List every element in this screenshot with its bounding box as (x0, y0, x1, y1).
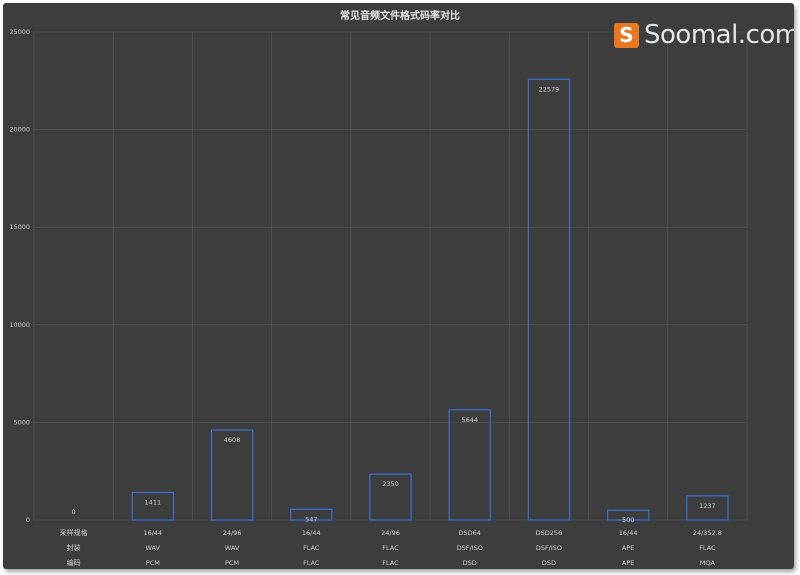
table-cell: 24/96 (381, 529, 400, 537)
table-cell: DSD64 (459, 529, 481, 537)
table-cell: APE (622, 544, 634, 552)
watermark: S Soomal.com (614, 19, 794, 51)
bar (290, 508, 333, 521)
table-cell: FLAC (699, 544, 716, 552)
table-row-label: 封装 (67, 543, 81, 552)
table-cell: PCM (225, 559, 239, 567)
bar-value-label: 547 (305, 515, 317, 523)
y-tick-label: 25000 (9, 28, 30, 36)
table-cell: FLAC (303, 544, 320, 552)
table-cell: 16/44 (143, 529, 162, 537)
bar (686, 495, 729, 521)
bar (131, 491, 175, 521)
soomal-logo-icon: S (614, 22, 639, 48)
bar (606, 509, 650, 521)
table-cell: 16/44 (302, 529, 321, 537)
table-cell: FLAC (382, 544, 399, 552)
y-tick-label: 5000 (13, 418, 30, 426)
table-cell: WAV (146, 544, 161, 552)
table-cell: WAV (225, 544, 240, 552)
table-cell: 16/44 (619, 529, 638, 537)
bar (210, 429, 254, 521)
bar-value-label: 5644 (461, 416, 478, 424)
bars-layer: 0 1411 4608 547 2350 5644 22579 500 1237 (72, 78, 729, 524)
table-cell: 24/96 (223, 529, 242, 537)
y-tick-label: 10000 (9, 321, 30, 329)
bar-value-label: 1411 (145, 498, 162, 506)
bar-value-label: 22579 (539, 85, 560, 93)
bar (527, 78, 571, 521)
bar-value-label: 0 (72, 508, 76, 516)
table-cell: DSD256 (536, 529, 563, 537)
table-cell: DSD (463, 559, 477, 567)
bar-value-label: 2350 (382, 480, 399, 488)
table-cell: DSD (542, 559, 556, 567)
data-table: 采样规格 16/44 24/96 16/44 24/96 DSD64 DSD256 16/44… (60, 528, 722, 567)
table-cell: MQA (700, 559, 716, 567)
table-row-label: 编码 (67, 558, 81, 567)
y-tick-label: 0 (26, 516, 30, 524)
bar (369, 473, 412, 521)
table-row-label: 采样规格 (60, 528, 88, 537)
bar-value-label: 500 (622, 516, 634, 524)
watermark-text: Soomal.com (644, 20, 794, 50)
y-tick-label: 15000 (9, 223, 30, 231)
table-cell: APE (622, 559, 634, 567)
y-tick-label: 20000 (9, 126, 30, 134)
bar-value-label: 1237 (699, 502, 716, 510)
table-cell: 24/352.8 (693, 529, 722, 537)
table-cell: PCM (146, 559, 160, 567)
table-cell: FLAC (303, 559, 320, 567)
bar-value-label: 4608 (224, 436, 241, 444)
chart-panel: 常见音频文件格式码率对比 0 5000 10000 15000 20000 25000 0… (3, 3, 794, 569)
table-cell: DSF/ISO (457, 544, 483, 552)
bar (448, 409, 491, 521)
table-cell: DSF/ISO (536, 544, 562, 552)
chart-title: 常见音频文件格式码率对比 (340, 9, 460, 22)
table-cell: FLAC (382, 559, 399, 567)
